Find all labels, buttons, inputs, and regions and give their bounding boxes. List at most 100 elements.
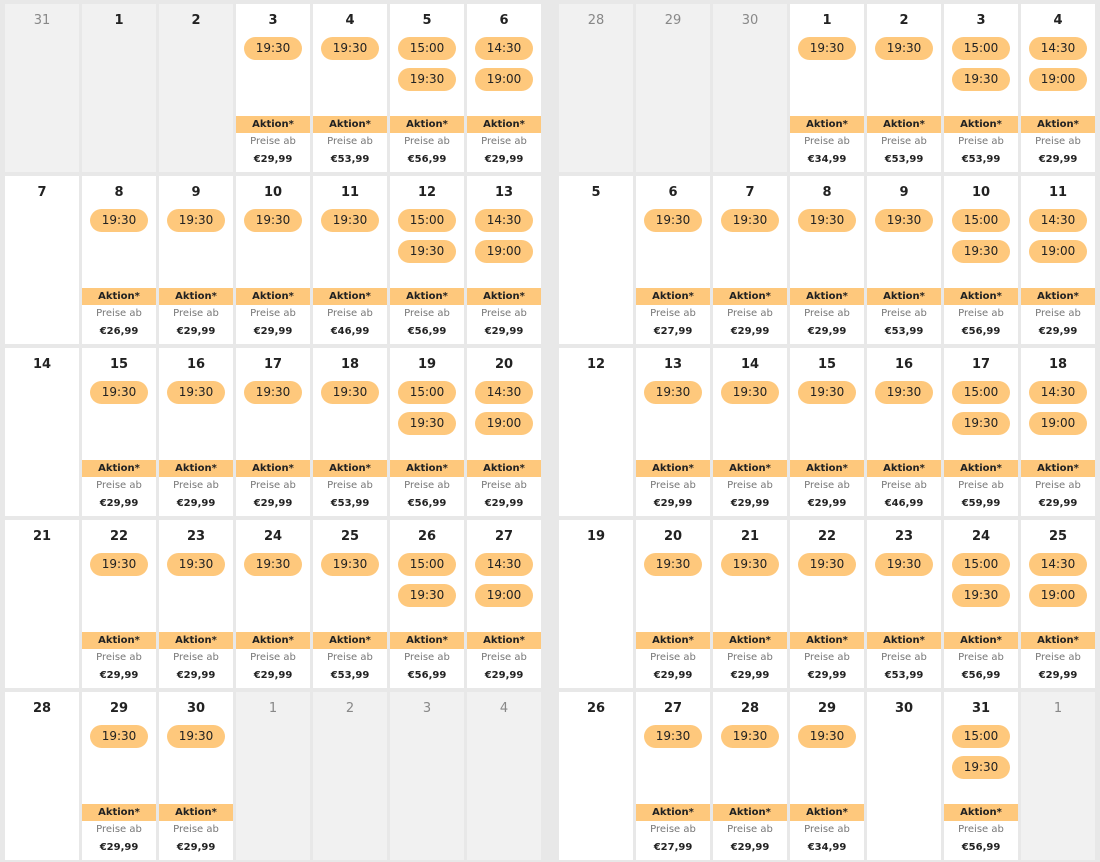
- day-cell[interactable]: 14 19:30 Aktion* Preise ab €29,99: [713, 348, 787, 516]
- day-cell[interactable]: 18 19:30 Aktion* Preise ab €53,99: [313, 348, 387, 516]
- day-cell[interactable]: 8 19:30 Aktion* Preise ab €26,99: [82, 176, 156, 344]
- day-cell[interactable]: 3 15:00 19:30 Aktion* Preise ab €53,99: [944, 4, 1018, 172]
- day-cell[interactable]: 8 19:30 Aktion* Preise ab €29,99: [790, 176, 864, 344]
- day-cell[interactable]: 13 14:30 19:00 Aktion* Preise ab €29,99: [467, 176, 541, 344]
- show-time[interactable]: 19:30: [798, 381, 856, 404]
- show-time[interactable]: 19:30: [798, 553, 856, 576]
- day-cell[interactable]: 22 19:30 Aktion* Preise ab €29,99: [790, 520, 864, 688]
- show-time[interactable]: 19:30: [167, 553, 225, 576]
- show-time[interactable]: 19:00: [1029, 412, 1087, 435]
- show-time[interactable]: 19:30: [90, 381, 148, 404]
- show-time[interactable]: 19:00: [475, 584, 533, 607]
- show-time[interactable]: 19:00: [1029, 584, 1087, 607]
- day-cell[interactable]: 27 14:30 19:00 Aktion* Preise ab €29,99: [467, 520, 541, 688]
- day-cell[interactable]: 23 19:30 Aktion* Preise ab €29,99: [159, 520, 233, 688]
- day-cell[interactable]: 3 19:30 Aktion* Preise ab €29,99: [236, 4, 310, 172]
- day-cell[interactable]: 16 19:30 Aktion* Preise ab €29,99: [159, 348, 233, 516]
- show-time[interactable]: 19:30: [244, 37, 302, 60]
- show-time[interactable]: 19:30: [875, 37, 933, 60]
- day-cell[interactable]: 4 14:30 19:00 Aktion* Preise ab €29,99: [1021, 4, 1095, 172]
- show-time[interactable]: 19:30: [952, 240, 1010, 263]
- show-time[interactable]: 19:30: [721, 381, 779, 404]
- day-cell[interactable]: 15 19:30 Aktion* Preise ab €29,99: [790, 348, 864, 516]
- show-time[interactable]: 19:30: [398, 68, 456, 91]
- show-time[interactable]: 19:30: [721, 553, 779, 576]
- show-time[interactable]: 19:00: [475, 68, 533, 91]
- show-time[interactable]: 19:30: [798, 725, 856, 748]
- day-cell[interactable]: 20 14:30 19:00 Aktion* Preise ab €29,99: [467, 348, 541, 516]
- day-cell[interactable]: 7 19:30 Aktion* Preise ab €29,99: [713, 176, 787, 344]
- show-time[interactable]: 14:30: [1029, 209, 1087, 232]
- day-cell[interactable]: 25 14:30 19:00 Aktion* Preise ab €29,99: [1021, 520, 1095, 688]
- day-cell[interactable]: 9 19:30 Aktion* Preise ab €29,99: [159, 176, 233, 344]
- day-cell[interactable]: 31 15:00 19:30 Aktion* Preise ab €56,99: [944, 692, 1018, 860]
- show-time[interactable]: 15:00: [398, 553, 456, 576]
- show-time[interactable]: 19:30: [398, 412, 456, 435]
- day-cell[interactable]: 4 19:30 Aktion* Preise ab €53,99: [313, 4, 387, 172]
- show-time[interactable]: 19:30: [798, 209, 856, 232]
- show-time[interactable]: 19:30: [90, 209, 148, 232]
- show-time[interactable]: 19:30: [952, 68, 1010, 91]
- day-cell[interactable]: 13 19:30 Aktion* Preise ab €29,99: [636, 348, 710, 516]
- day-cell[interactable]: 24 19:30 Aktion* Preise ab €29,99: [236, 520, 310, 688]
- show-time[interactable]: 15:00: [398, 381, 456, 404]
- day-cell[interactable]: 19 15:00 19:30 Aktion* Preise ab €56,99: [390, 348, 464, 516]
- day-cell[interactable]: 9 19:30 Aktion* Preise ab €53,99: [867, 176, 941, 344]
- show-time[interactable]: 19:30: [321, 553, 379, 576]
- show-time[interactable]: 19:30: [798, 37, 856, 60]
- show-time[interactable]: 19:30: [90, 725, 148, 748]
- show-time[interactable]: 19:30: [321, 209, 379, 232]
- show-time[interactable]: 19:00: [475, 240, 533, 263]
- show-time[interactable]: 14:30: [475, 553, 533, 576]
- show-time[interactable]: 14:30: [475, 209, 533, 232]
- show-time[interactable]: 19:30: [244, 209, 302, 232]
- show-time[interactable]: 19:30: [321, 381, 379, 404]
- show-time[interactable]: 19:30: [952, 412, 1010, 435]
- show-time[interactable]: 15:00: [952, 381, 1010, 404]
- show-time[interactable]: 15:00: [398, 209, 456, 232]
- day-cell[interactable]: 11 19:30 Aktion* Preise ab €46,99: [313, 176, 387, 344]
- show-time[interactable]: 19:00: [1029, 68, 1087, 91]
- day-cell[interactable]: 29 19:30 Aktion* Preise ab €34,99: [790, 692, 864, 860]
- day-cell[interactable]: 25 19:30 Aktion* Preise ab €53,99: [313, 520, 387, 688]
- show-time[interactable]: 15:00: [952, 37, 1010, 60]
- show-time[interactable]: 14:30: [1029, 37, 1087, 60]
- day-cell[interactable]: 22 19:30 Aktion* Preise ab €29,99: [82, 520, 156, 688]
- show-time[interactable]: 14:30: [1029, 553, 1087, 576]
- show-time[interactable]: 19:00: [475, 412, 533, 435]
- day-cell[interactable]: 20 19:30 Aktion* Preise ab €29,99: [636, 520, 710, 688]
- day-cell[interactable]: 11 14:30 19:00 Aktion* Preise ab €29,99: [1021, 176, 1095, 344]
- day-cell[interactable]: 29 19:30 Aktion* Preise ab €29,99: [82, 692, 156, 860]
- day-cell[interactable]: 6 19:30 Aktion* Preise ab €27,99: [636, 176, 710, 344]
- show-time[interactable]: 15:00: [952, 725, 1010, 748]
- day-cell[interactable]: 6 14:30 19:00 Aktion* Preise ab €29,99: [467, 4, 541, 172]
- day-cell[interactable]: 12 15:00 19:30 Aktion* Preise ab €56,99: [390, 176, 464, 344]
- show-time[interactable]: 19:30: [644, 381, 702, 404]
- day-cell[interactable]: 1 19:30 Aktion* Preise ab €34,99: [790, 4, 864, 172]
- day-cell[interactable]: 28 19:30 Aktion* Preise ab €29,99: [713, 692, 787, 860]
- show-time[interactable]: 19:30: [952, 756, 1010, 779]
- show-time[interactable]: 19:30: [167, 725, 225, 748]
- day-cell[interactable]: 24 15:00 19:30 Aktion* Preise ab €56,99: [944, 520, 1018, 688]
- day-cell[interactable]: 23 19:30 Aktion* Preise ab €53,99: [867, 520, 941, 688]
- show-time[interactable]: 19:00: [1029, 240, 1087, 263]
- show-time[interactable]: 19:30: [167, 381, 225, 404]
- day-cell[interactable]: 26 15:00 19:30 Aktion* Preise ab €56,99: [390, 520, 464, 688]
- day-cell[interactable]: 18 14:30 19:00 Aktion* Preise ab €29,99: [1021, 348, 1095, 516]
- day-cell[interactable]: 10 15:00 19:30 Aktion* Preise ab €56,99: [944, 176, 1018, 344]
- day-cell[interactable]: 15 19:30 Aktion* Preise ab €29,99: [82, 348, 156, 516]
- show-time[interactable]: 19:30: [244, 553, 302, 576]
- day-cell[interactable]: 27 19:30 Aktion* Preise ab €27,99: [636, 692, 710, 860]
- show-time[interactable]: 19:30: [398, 240, 456, 263]
- show-time[interactable]: 14:30: [475, 381, 533, 404]
- show-time[interactable]: 19:30: [644, 553, 702, 576]
- show-time[interactable]: 14:30: [475, 37, 533, 60]
- show-time[interactable]: 19:30: [875, 209, 933, 232]
- show-time[interactable]: 15:00: [952, 209, 1010, 232]
- day-cell[interactable]: 21 19:30 Aktion* Preise ab €29,99: [713, 520, 787, 688]
- day-cell[interactable]: 17 15:00 19:30 Aktion* Preise ab €59,99: [944, 348, 1018, 516]
- show-time[interactable]: 19:30: [244, 381, 302, 404]
- show-time[interactable]: 19:30: [398, 584, 456, 607]
- show-time[interactable]: 19:30: [644, 209, 702, 232]
- show-time[interactable]: 19:30: [644, 725, 702, 748]
